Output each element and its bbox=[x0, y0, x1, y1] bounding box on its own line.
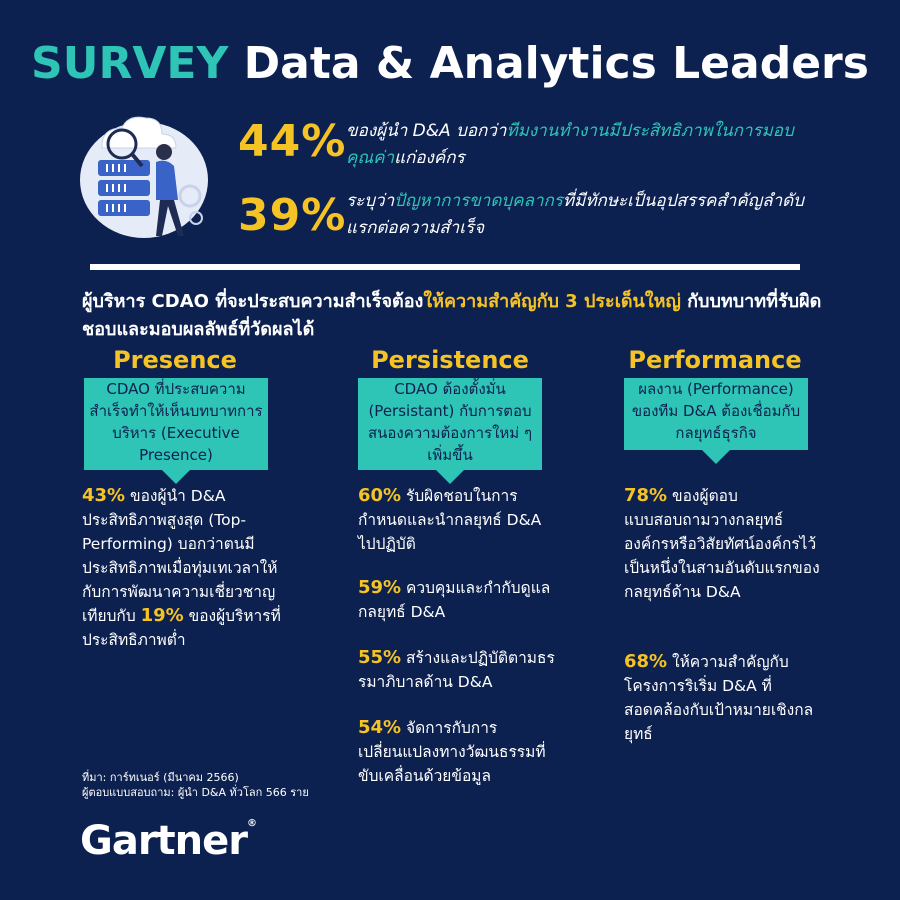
stat-text-1: ของผู้นำ D&A บอกว่าทีมงานทำงานมีประสิทธิ… bbox=[346, 118, 806, 172]
performance-item-2-text: ให้ความสำคัญกับโครงการริเริ่ม D&A ที่สอด… bbox=[624, 653, 814, 743]
performance-item-1: 78% ของผู้ตอบแบบสอบถามวางกลยุทธ์องค์กรหร… bbox=[624, 484, 824, 604]
performance-item-1-text: ของผู้ตอบแบบสอบถามวางกลยุทธ์องค์กรหรือวิ… bbox=[624, 487, 820, 601]
callout-tail-presence bbox=[162, 470, 190, 484]
performance-item-2-num: 68% bbox=[624, 651, 668, 672]
source-line-2: ผู้ตอบแบบสอบถาม: ผู้นำ D&A ทั่วโลก 566 ร… bbox=[82, 786, 309, 799]
performance-item-2: 68% ให้ความสำคัญกับโครงการริเริ่ม D&A ที… bbox=[624, 650, 824, 746]
callout-performance: ผลงาน (Performance) ของทีม D&A ต้องเชื่อ… bbox=[624, 378, 808, 450]
intro-post: กับบทบาทที่รับผิดชอบและมอบผลลัพธ์ที่วัดผ… bbox=[82, 291, 822, 340]
column-heading-performance: Performance bbox=[628, 346, 802, 374]
persistence-item-3-text: สร้างและปฏิบัติตามธรรมาภิบาลด้าน D&A bbox=[358, 649, 555, 691]
callout-tail-performance bbox=[702, 450, 730, 464]
source-line-1: ที่มา: การ์ทเนอร์ (มีนาคม 2566) bbox=[82, 771, 239, 784]
intro-highlight: ให้ความสำคัญกับ 3 ประเด็นใหญ่ bbox=[423, 291, 681, 312]
source-note: ที่มา: การ์ทเนอร์ (มีนาคม 2566) ผู้ตอบแบ… bbox=[82, 770, 309, 800]
column-heading-persistence: Persistence bbox=[371, 346, 529, 374]
page-title: SURVEY Data & Analytics Leaders bbox=[0, 38, 900, 89]
divider bbox=[90, 264, 800, 270]
stat-text-2: ระบุว่าปัญหาการขาดบุคลากรที่มีทักษะเป็นอ… bbox=[346, 188, 806, 242]
persistence-item-2-num: 59% bbox=[358, 577, 402, 598]
presence-item-num2: 19% bbox=[140, 605, 184, 626]
presence-item: 43% ของผู้นำ D&A ประสิทธิภาพสูงสุด (Top-… bbox=[82, 484, 294, 652]
callout-presence: CDAO ที่ประสบความสำเร็จทำให้เห็นบทบาทการ… bbox=[84, 378, 268, 470]
persistence-item-3: 55% สร้างและปฏิบัติตามธรรมาภิบาลด้าน D&A bbox=[358, 646, 558, 694]
server-analytics-icon bbox=[72, 108, 222, 248]
stat-text-1-highlight: ทีมงานทำงานมีประสิทธิภาพในการมอบคุณค่า bbox=[346, 121, 794, 168]
logo-text: Gartner bbox=[80, 818, 248, 864]
performance-item-1-num: 78% bbox=[624, 485, 668, 506]
persistence-item-1-num: 60% bbox=[358, 485, 402, 506]
title-rest: Data & Analytics Leaders bbox=[243, 38, 869, 89]
stat-text-2-pre: ระบุว่า bbox=[346, 191, 395, 211]
stat-text-1-post: แก่องค์กร bbox=[394, 148, 465, 168]
persistence-item-4-text: จัดการกับการเปลี่ยนแปลงทางวัฒนธรรมที่ขับ… bbox=[358, 719, 546, 785]
persistence-item-4-num: 54% bbox=[358, 717, 402, 738]
column-heading-presence: Presence bbox=[113, 346, 237, 374]
stat-text-2-post: ที่มีทักษะเป็นอุปสรรคสำคัญลำดับแรกต่อควา… bbox=[346, 191, 804, 238]
presence-item-text2: ของผู้บริหารที่ประสิทธิภาพต่ำ bbox=[82, 607, 281, 649]
gartner-logo: Gartner® bbox=[80, 818, 257, 864]
stat-text-2-highlight: ปัญหาการขาดบุคลากร bbox=[394, 191, 563, 211]
intro-pre: ผู้บริหาร CDAO ที่จะประสบความสำเร็จต้อง bbox=[82, 291, 424, 312]
persistence-item-2-text: ควบคุมและกำกับดูแลกลยุทธ์ D&A bbox=[358, 579, 551, 621]
presence-item-text: ของผู้นำ D&A ประสิทธิภาพสูงสุด (Top-Perf… bbox=[82, 487, 278, 625]
stat-value-2: 39% bbox=[238, 190, 347, 241]
persistence-item-4: 54% จัดการกับการเปลี่ยนแปลงทางวัฒนธรรมที… bbox=[358, 716, 558, 788]
logo-mark: ® bbox=[247, 818, 257, 829]
stat-text-1-pre: ของผู้นำ D&A บอกว่า bbox=[346, 121, 507, 141]
stat-value-1: 44% bbox=[238, 116, 347, 167]
title-accent: SURVEY bbox=[31, 38, 229, 89]
intro-text: ผู้บริหาร CDAO ที่จะประสบความสำเร็จต้องใ… bbox=[82, 288, 822, 344]
callout-tail-persistence bbox=[436, 470, 464, 484]
callout-persistence: CDAO ต้องตั้งมั่น (Persistant) กับการตอบ… bbox=[358, 378, 542, 470]
persistence-item-3-num: 55% bbox=[358, 647, 402, 668]
persistence-item-1: 60% รับผิดชอบในการกำหนดและนำกลยุทธ์ D&A … bbox=[358, 484, 558, 556]
persistence-item-1-text: รับผิดชอบในการกำหนดและนำกลยุทธ์ D&A ไปปฏ… bbox=[358, 487, 542, 553]
presence-item-num: 43% bbox=[82, 485, 126, 506]
persistence-item-2: 59% ควบคุมและกำกับดูแลกลยุทธ์ D&A bbox=[358, 576, 558, 624]
